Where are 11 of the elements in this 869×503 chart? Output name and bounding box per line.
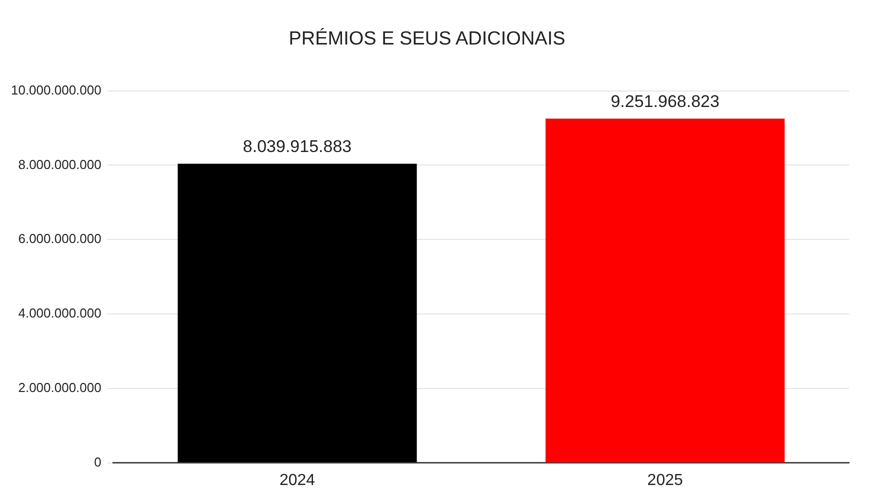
chart-title: PRÉMIOS E SEUS ADICIONAIS <box>288 28 566 50</box>
y-tick-label: 4.000.000.000 <box>18 306 102 321</box>
data-label: 9.251.968.823 <box>610 92 720 111</box>
x-tick-label: 2024 <box>279 472 316 489</box>
y-tick-label: 10.000.000.000 <box>10 82 102 98</box>
y-tick-label: 8.000.000.000 <box>18 156 102 172</box>
data-label: 8.039.915.883 <box>242 136 352 156</box>
y-tick-label: 2.000.000.000 <box>18 380 102 395</box>
y-tick-label: 0 <box>94 454 102 470</box>
x-tick-label: 2025 <box>647 472 683 489</box>
y-tick-label: 6.000.000.000 <box>18 231 102 246</box>
